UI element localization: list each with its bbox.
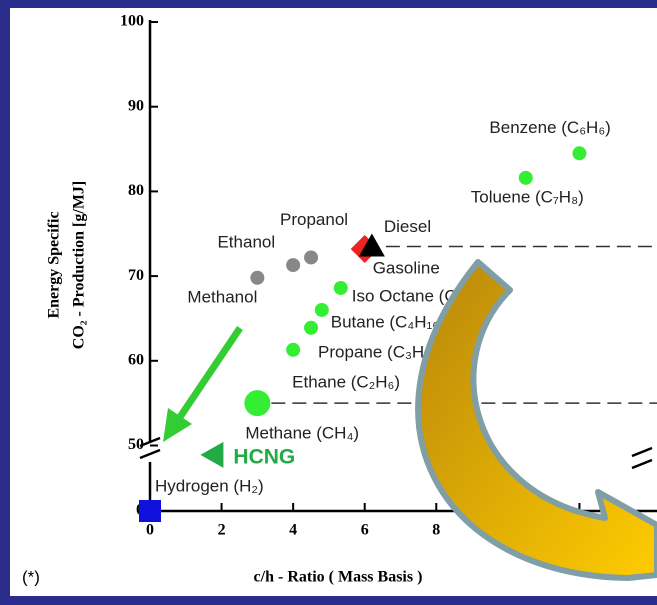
big-arrow — [415, 259, 657, 581]
point-label: Propanol — [280, 210, 348, 229]
point-label: Toluene (C₇H₈) — [471, 187, 584, 206]
point — [286, 258, 301, 273]
x-tick-label: 2 — [218, 522, 226, 539]
point — [518, 170, 533, 185]
y-tick-label: 80 — [128, 182, 144, 199]
point-label: Benzene (C₆H₆) — [489, 118, 610, 137]
y-tick-label: 70 — [128, 267, 144, 284]
point-label: Gasoline — [373, 258, 440, 277]
point-label: HCNG — [233, 445, 295, 468]
y-axis-label: CO₂ - Production [g/MJ] — [71, 181, 88, 349]
point — [314, 302, 329, 317]
point — [572, 146, 587, 161]
point — [244, 390, 271, 417]
point — [333, 280, 348, 295]
point — [286, 342, 301, 357]
point-label: Diesel — [384, 217, 431, 236]
point-label: Methane (CH₄) — [245, 424, 359, 443]
axis-break — [631, 446, 653, 470]
point — [304, 250, 319, 265]
x-axis-label: c/h - Ratio ( Mass Basis ) — [254, 569, 423, 586]
arrow — [175, 326, 243, 422]
x-tick-label: 8 — [432, 522, 440, 539]
point — [250, 270, 265, 285]
point — [200, 441, 224, 468]
arrowhead — [163, 408, 192, 442]
point — [139, 500, 161, 522]
y-tick-label: 60 — [128, 351, 144, 368]
point — [304, 320, 319, 335]
point-label: Ethane (C₂H₆) — [292, 372, 400, 391]
y-tick-label: 50 — [128, 436, 144, 453]
y-tick-label: 100 — [120, 13, 144, 30]
point-label: Propane (C₃H₈) — [318, 342, 437, 361]
point-label: Methanol — [187, 287, 257, 306]
x-tick-label: 6 — [361, 522, 369, 539]
point — [358, 233, 385, 257]
y-tick-label: 90 — [128, 97, 144, 114]
curved-arrow — [415, 259, 657, 581]
overlay — [415, 259, 657, 581]
point-label: Butane (C₄H₁₀) — [331, 312, 445, 331]
y-axis-label: Energy Specific — [46, 211, 63, 318]
point-label: Ethanol — [217, 233, 275, 252]
x-tick-label: 4 — [289, 522, 297, 539]
point-label: Hydrogen (H₂) — [155, 476, 264, 495]
axis-break — [139, 436, 161, 460]
x-tick-label: 0 — [146, 522, 154, 539]
note: (*) — [22, 567, 40, 586]
